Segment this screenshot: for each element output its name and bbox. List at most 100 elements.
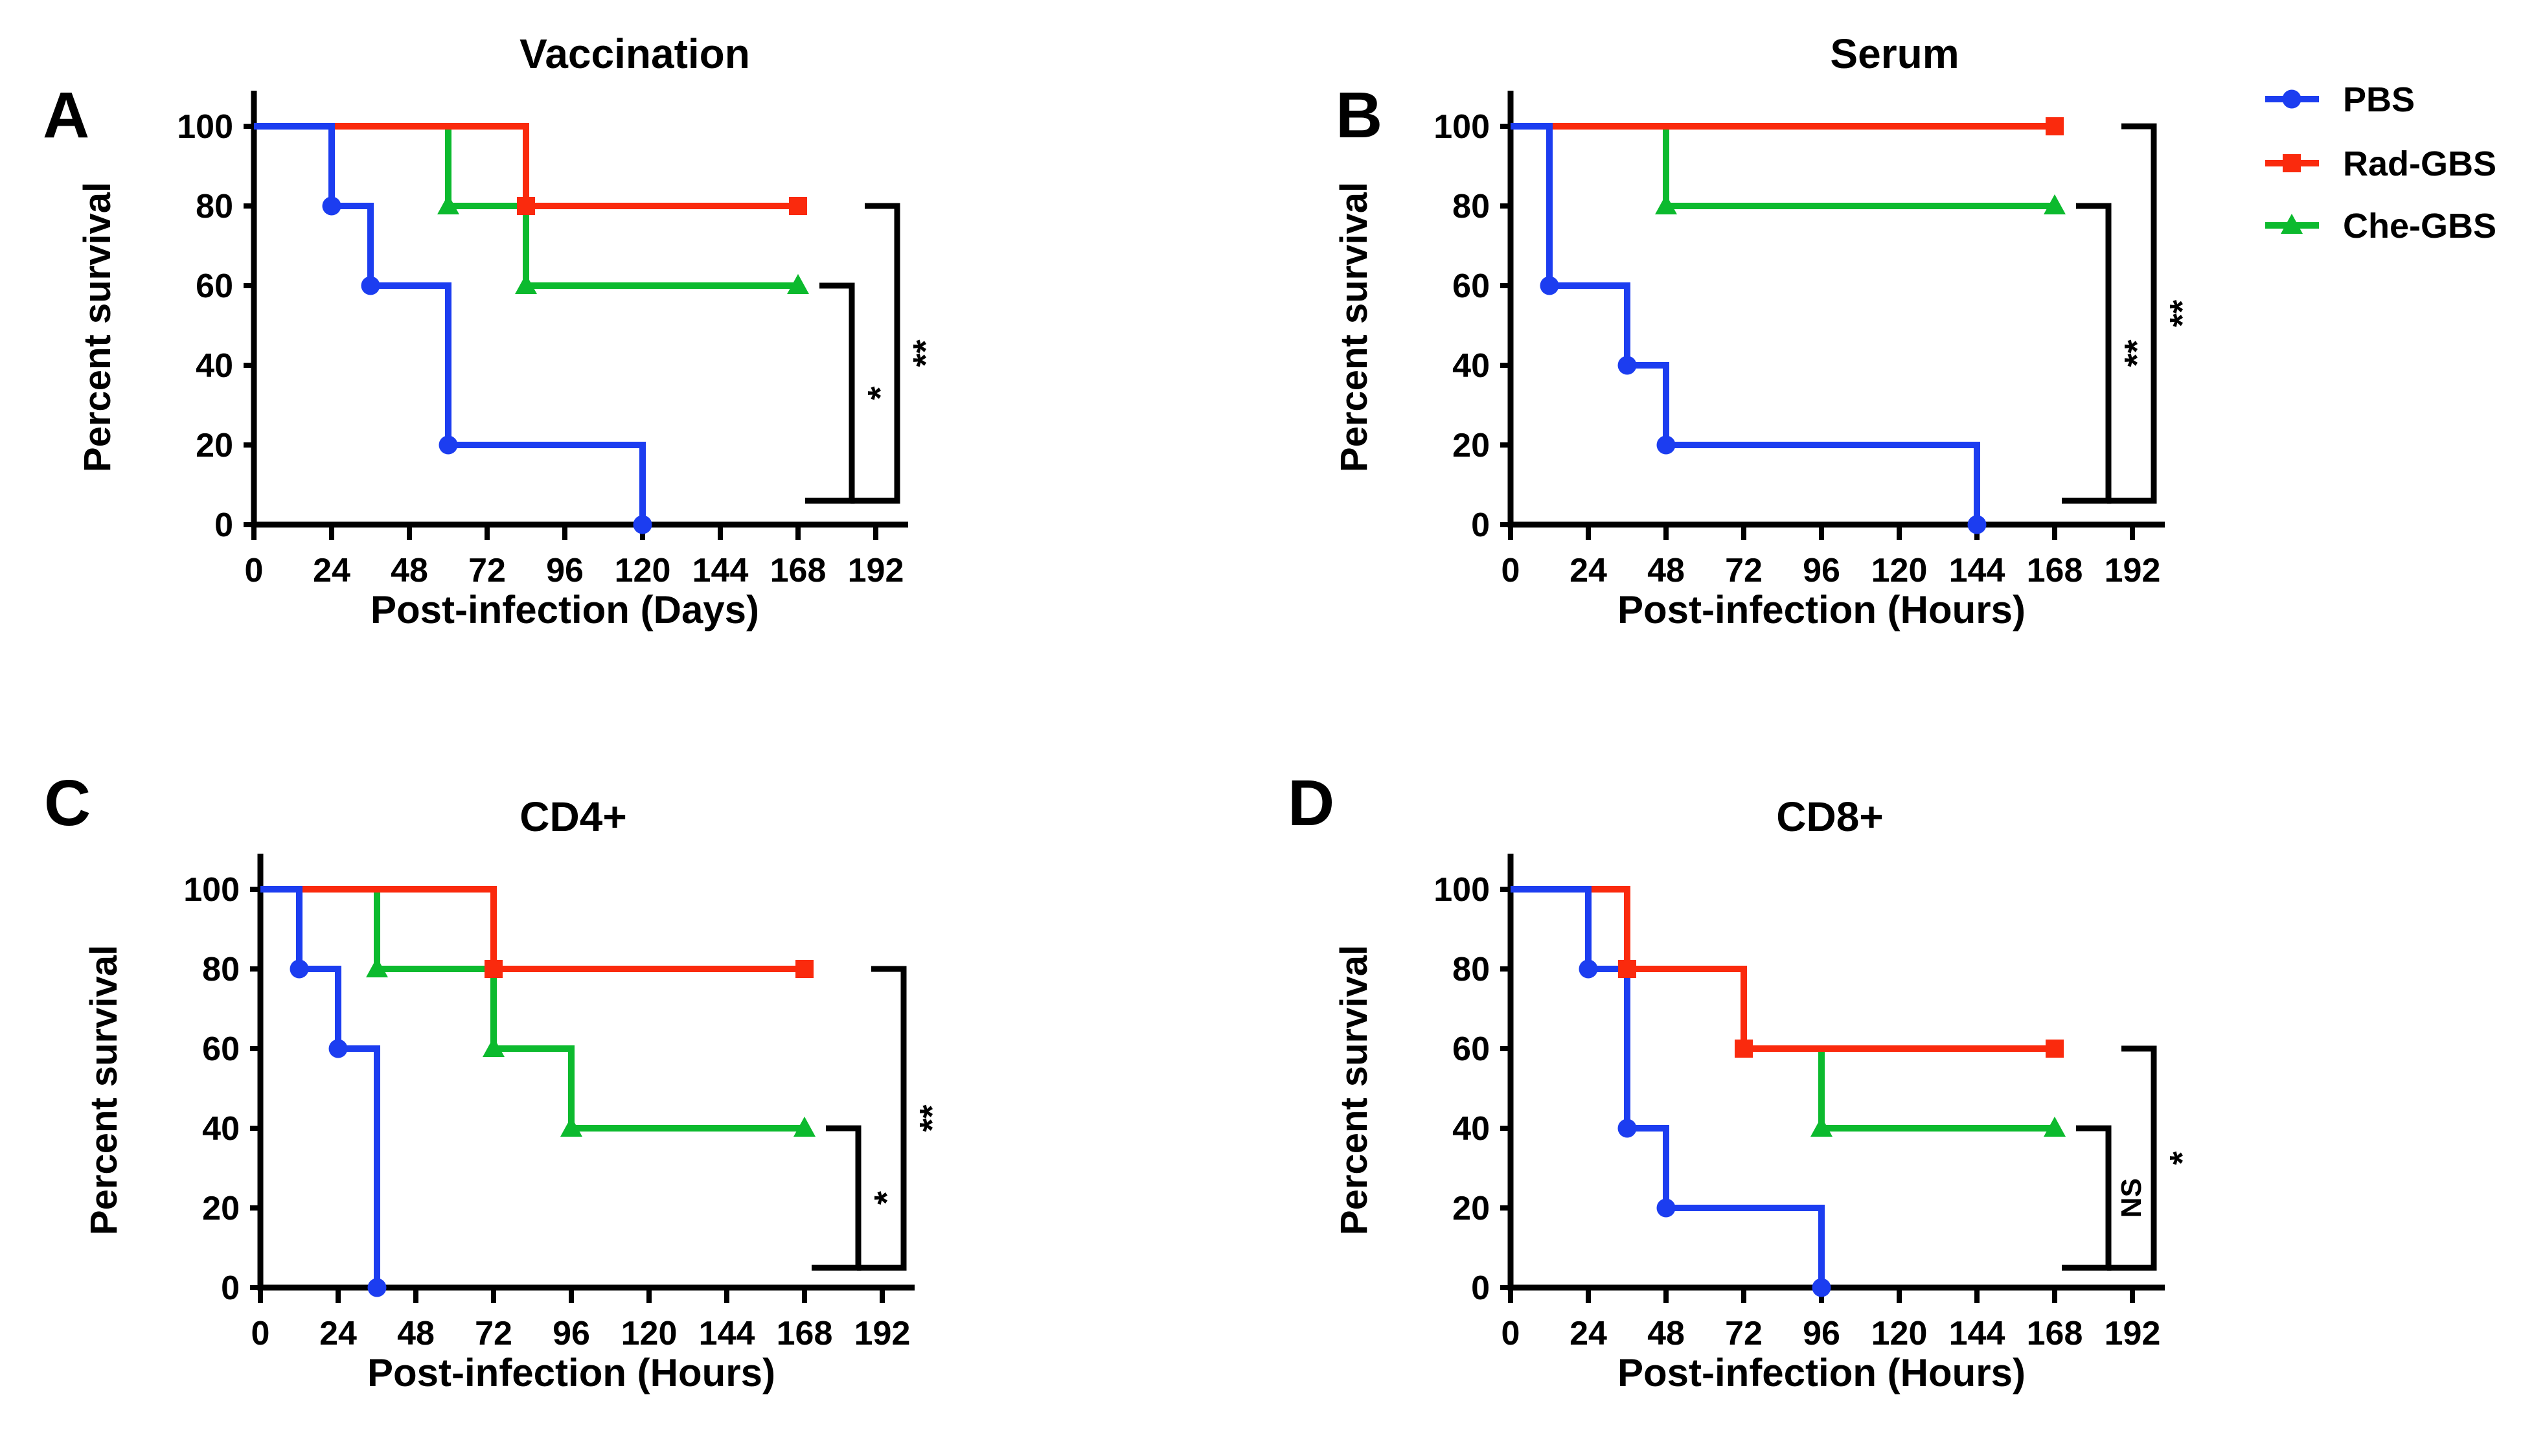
panel-A-y-tick-label: 100 bbox=[177, 108, 233, 146]
panel-B-series-che-gbs-line bbox=[1511, 123, 2055, 209]
panel-D-chart: D CD8+ 0 20 40 60 80 100 0 24 48 72 96 120 144 168 192 Po… bbox=[1288, 767, 2202, 1394]
panel-A-chart: A Vaccination 0 20 40 60 80 100 0 24 48 72 96 120 144 1… bbox=[43, 30, 945, 631]
panel-A-x-tick-label: 168 bbox=[770, 552, 827, 589]
panel-D-x-tick-label: 168 bbox=[2027, 1315, 2083, 1352]
panel-B-series-pbs-line bbox=[1511, 123, 1980, 525]
panel-C-y-tick-label: 0 bbox=[221, 1269, 240, 1307]
panel-C-y-tick-label: 100 bbox=[183, 871, 240, 909]
panel-C-x-tick-label: 192 bbox=[854, 1315, 911, 1352]
panel-D-x-tick-label: 120 bbox=[1871, 1315, 1928, 1352]
legend-item-che-gbs: Che-GBS bbox=[2265, 207, 2496, 245]
panel-A-significance-label: ** bbox=[906, 340, 945, 367]
panel-A-letter: A bbox=[43, 79, 89, 152]
panel-B-significance-label: ** bbox=[2163, 300, 2202, 327]
panel-D-series-che-gbs-marker bbox=[1810, 1117, 1832, 1137]
panel-D-series-che-gbs-marker bbox=[2044, 1117, 2066, 1137]
panel-C-series-pbs-marker bbox=[367, 1278, 387, 1297]
panel-D-significance-bracket bbox=[2107, 1045, 2157, 1271]
panel-C-x-tick-label: 120 bbox=[621, 1315, 678, 1352]
panel-A-series-rad-gbs-marker bbox=[789, 197, 807, 215]
panel-D-x-tick-label: 144 bbox=[1949, 1315, 2005, 1352]
panel-C-series-che-gbs-marker bbox=[793, 1117, 816, 1137]
panel-A-x-tick-label: 120 bbox=[615, 552, 671, 589]
panel-D-y-tick-label: 100 bbox=[1433, 871, 1490, 909]
panel-C-y-tick-label: 40 bbox=[202, 1110, 240, 1148]
panel-D-x-tick-label: 192 bbox=[2105, 1315, 2161, 1352]
panel-B-x-tick-label: 24 bbox=[1570, 552, 1607, 589]
panel-A-x-axis-label: Post-infection (Days) bbox=[371, 588, 759, 631]
panel-C-x-tick-label: 144 bbox=[699, 1315, 755, 1352]
panel-B-x-tick-label: 144 bbox=[1949, 552, 2005, 589]
panel-C-letter: C bbox=[44, 767, 91, 839]
panel-B-x-tick-label: 168 bbox=[2027, 552, 2083, 589]
panel-A-x-tick-label: 144 bbox=[692, 552, 749, 589]
panel-B-y-tick-label: 0 bbox=[1471, 506, 1490, 544]
panel-D-y-tick-label: 0 bbox=[1471, 1269, 1490, 1307]
panel-D-x-tick-label: 96 bbox=[1803, 1315, 1840, 1352]
panel-B-x-tick-label: 120 bbox=[1871, 552, 1928, 589]
panel-D-letter: D bbox=[1288, 767, 1334, 839]
panel-D-y-tick-label: 80 bbox=[1452, 951, 1490, 988]
panel-B-x-axis-label: Post-infection (Hours) bbox=[1617, 588, 2026, 631]
panel-B-x-tick-label: 72 bbox=[1725, 552, 1763, 589]
panel-B-y-tick-label: 60 bbox=[1452, 267, 1490, 305]
panel-D-series-che-gbs-line bbox=[1511, 886, 2055, 1132]
panel-C-series-rad-gbs-marker bbox=[485, 960, 503, 978]
panel-A-x-tick-label: 0 bbox=[245, 552, 264, 589]
panel-B-series-pbs-marker bbox=[1656, 435, 1676, 455]
panel-B-series-pbs-marker bbox=[1540, 276, 1559, 295]
panel-B-x-tick-label: 96 bbox=[1803, 552, 1840, 589]
panel-C-x-tick-label: 168 bbox=[777, 1315, 833, 1352]
panel-B-y-tick-label: 40 bbox=[1452, 347, 1490, 385]
panel-A-series-che-gbs-marker bbox=[437, 194, 459, 214]
panel-C-series-rad-gbs-line bbox=[260, 886, 805, 972]
panel-A-series-pbs-marker bbox=[633, 515, 652, 534]
panel-A-x-tick-label: 24 bbox=[313, 552, 350, 589]
panel-C-x-tick-label: 0 bbox=[251, 1315, 270, 1352]
panel-C-y-tick-label: 80 bbox=[202, 951, 240, 988]
panel-A-significance-bracket bbox=[851, 203, 900, 504]
panel-B-significance-bracket bbox=[2107, 123, 2157, 504]
panel-A-y-axis-label: Percent survival bbox=[76, 182, 119, 472]
panel-A-series-pbs-marker bbox=[439, 435, 458, 455]
panel-B-series-che-gbs-marker bbox=[1655, 194, 1677, 214]
panel-A-x-tick-label: 96 bbox=[546, 552, 584, 589]
panel-C-significance-label: * bbox=[867, 1191, 906, 1205]
panel-D-series-rad-gbs-marker bbox=[1735, 1040, 1753, 1058]
panel-A-y-tick-label: 0 bbox=[214, 506, 233, 544]
legend-item-label: Rad-GBS bbox=[2343, 144, 2496, 183]
panel-B-y-axis-label: Percent survival bbox=[1333, 182, 1375, 472]
panel-A-series-pbs-marker bbox=[322, 196, 341, 216]
legend-item-rad-gbs: Rad-GBS bbox=[2265, 144, 2496, 183]
panel-A-significance-label: * bbox=[861, 387, 900, 400]
panel-B-series-pbs-marker bbox=[1617, 356, 1637, 375]
panel-C-x-axis-label: Post-infection (Hours) bbox=[367, 1351, 775, 1394]
panel-D-series-rad-gbs-line bbox=[1511, 886, 2055, 1052]
figure-legend: PBS Rad-GBS Che-GBS bbox=[2265, 80, 2496, 245]
panel-B-series-rad-gbs-marker bbox=[2046, 117, 2064, 135]
panel-A-y-tick-label: 60 bbox=[196, 267, 233, 305]
panel-C-significance-bracket bbox=[812, 1125, 862, 1271]
panel-C-y-tick-label: 20 bbox=[202, 1190, 240, 1227]
panel-B-title: Serum bbox=[1830, 30, 1959, 77]
panel-B-letter: B bbox=[1336, 79, 1382, 152]
panel-A-x-tick-label: 192 bbox=[848, 552, 904, 589]
panel-D-series-pbs-marker bbox=[1617, 1119, 1637, 1138]
legend-triangle-icon bbox=[2281, 214, 2303, 234]
panel-D-x-tick-label: 0 bbox=[1501, 1315, 1520, 1352]
panel-C-series-che-gbs-marker bbox=[366, 957, 388, 977]
panel-C-y-tick-label: 60 bbox=[202, 1030, 240, 1068]
panel-D-significance-label: NS bbox=[2116, 1178, 2147, 1218]
panel-A-y-tick-label: 40 bbox=[196, 347, 233, 385]
panel-D-x-tick-label: 48 bbox=[1647, 1315, 1685, 1352]
panel-B-chart: B Serum 0 20 40 60 80 100 0 24 48 72 96 120 144 168 192 P… bbox=[1333, 30, 2202, 631]
panel-B-series-pbs-marker bbox=[1967, 515, 1987, 534]
panel-B-x-tick-label: 48 bbox=[1647, 552, 1685, 589]
panel-D-y-tick-label: 40 bbox=[1452, 1110, 1490, 1148]
panel-C-significance-label: ** bbox=[913, 1105, 952, 1132]
panel-B-x-tick-label: 0 bbox=[1501, 552, 1520, 589]
panel-D-y-tick-label: 20 bbox=[1452, 1190, 1490, 1227]
panel-C-chart: C CD4+ 0 20 40 60 80 100 0 24 48 72 96 120 144 168 192 Po… bbox=[44, 767, 952, 1394]
panel-D-title: CD8+ bbox=[1776, 793, 1883, 840]
panel-D-x-tick-label: 72 bbox=[1725, 1315, 1763, 1352]
